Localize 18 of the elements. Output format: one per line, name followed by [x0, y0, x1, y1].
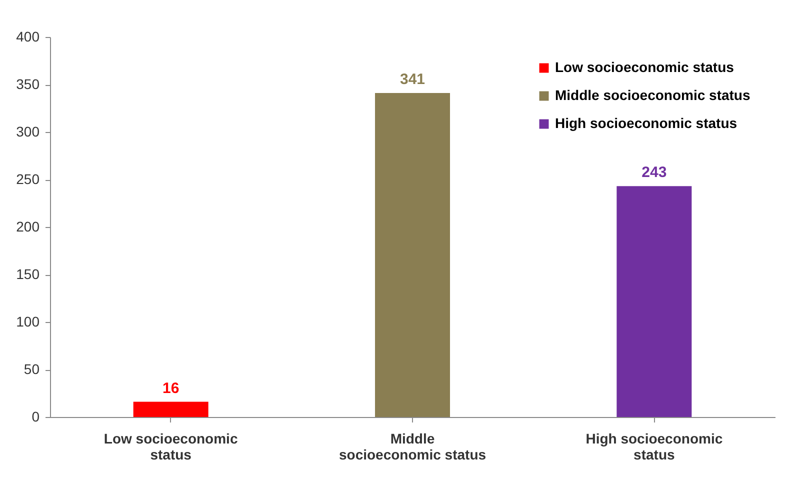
x-tick-label: High socioeconomic status	[586, 430, 723, 462]
y-tick-label: 300	[16, 124, 40, 140]
y-tick-label: 100	[16, 314, 40, 330]
x-tick-label: Middle socioeconomic status	[338, 430, 486, 462]
legend-label: Middle socioeconomic status	[555, 87, 750, 103]
y-tick-label: 0	[32, 408, 40, 424]
y-tick-label: 200	[16, 218, 40, 234]
data-label: 341	[400, 71, 426, 88]
data-label: 243	[642, 164, 667, 182]
y-tick-label: 250	[16, 171, 40, 187]
x-tick-label: Low socioeconomic status	[104, 430, 238, 462]
legend-label: High socioeconomic status	[555, 115, 738, 131]
y-tick-label: 350	[16, 76, 40, 92]
data-label: 16	[162, 380, 180, 397]
legend-label: Low socioeconomic status	[555, 59, 734, 75]
y-tick-label: 400	[16, 28, 40, 44]
y-tick-label: 150	[16, 266, 40, 282]
y-tick-label: 50	[24, 361, 40, 377]
